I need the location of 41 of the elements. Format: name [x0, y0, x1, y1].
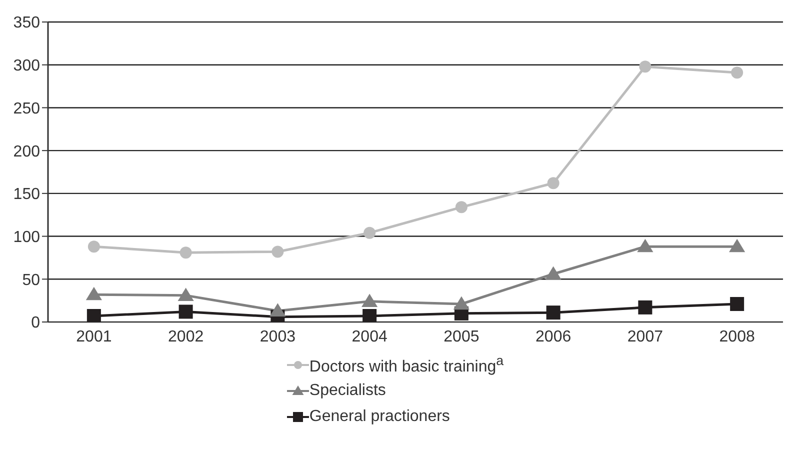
y-tick-label: 150: [13, 186, 40, 204]
x-tick-label: 2001: [76, 328, 112, 346]
x-tick-label: 2005: [444, 328, 480, 346]
x-tick-label: 2007: [627, 328, 664, 346]
point: [455, 201, 468, 214]
point: [86, 286, 102, 300]
point: [731, 66, 744, 79]
x-tick-label: 2003: [260, 328, 296, 346]
point: [545, 266, 562, 280]
point: [453, 296, 470, 310]
point: [364, 226, 376, 239]
point: [547, 177, 560, 190]
y-tick-label: 300: [13, 58, 40, 75]
y-tick-label: 50: [22, 272, 40, 289]
point: [180, 246, 192, 259]
point: [178, 288, 194, 302]
y-tick-label: 200: [13, 143, 40, 160]
point: [729, 238, 746, 252]
x-tick-label: 2004: [352, 328, 388, 346]
y-tick-label: 0: [31, 314, 40, 332]
x-tick-label: 2006: [536, 328, 572, 346]
point: [270, 303, 286, 316]
y-tick-label: 100: [13, 228, 40, 246]
point: [639, 60, 652, 73]
point: [638, 300, 652, 314]
point: [178, 304, 193, 319]
legend-label: Doctors with basic training$^{a}$: [309, 353, 504, 377]
legend-label: Specialists: [309, 382, 386, 400]
point: [86, 309, 101, 322]
x-tick-label: 2002: [168, 328, 204, 346]
y-tick-label: 250: [13, 100, 40, 118]
point: [362, 294, 378, 308]
point: [362, 309, 377, 322]
point: [546, 306, 560, 320]
point: [730, 297, 744, 311]
y-tick-label: 350: [13, 14, 40, 32]
x-tick-label: 2008: [719, 328, 755, 346]
point: [637, 238, 654, 252]
point: [272, 246, 284, 258]
point: [88, 240, 100, 253]
legend-label: General practioners: [309, 408, 450, 426]
